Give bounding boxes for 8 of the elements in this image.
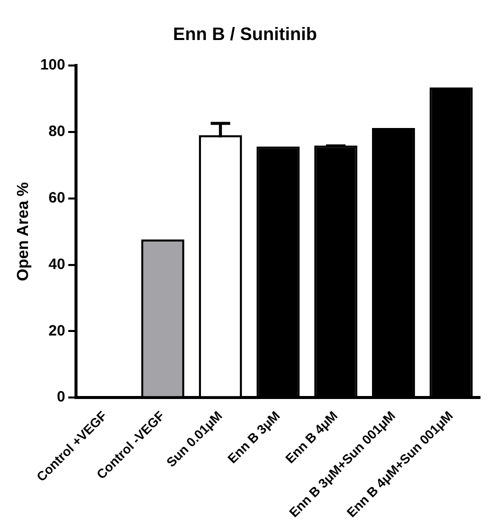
y-tick-label: 0 bbox=[56, 388, 66, 406]
y-tick-label: 100 bbox=[40, 56, 66, 74]
y-axis-title: Open Area % bbox=[15, 182, 32, 282]
y-tick-label: 80 bbox=[48, 123, 66, 140]
y-tick-label: 60 bbox=[48, 190, 66, 207]
y-tick-label: 40 bbox=[48, 256, 66, 273]
chart-title: Enn B / Sunitinib bbox=[173, 24, 317, 44]
y-tick-label: 20 bbox=[48, 322, 66, 340]
